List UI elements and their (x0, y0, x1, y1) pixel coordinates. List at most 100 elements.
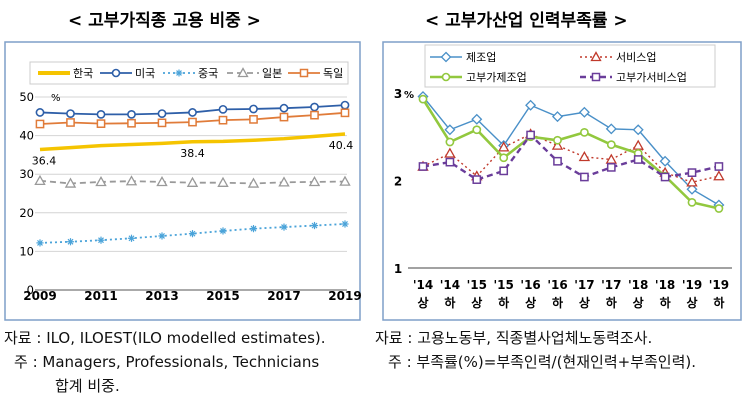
left-y-tick-label: 20 (19, 206, 34, 220)
right-y-unit-label: % (404, 90, 414, 101)
left-data-point (96, 109, 106, 119)
right-data-point (526, 130, 535, 140)
left-legend-label: 독일 (323, 66, 343, 80)
right-data-point (686, 183, 698, 195)
left-footnote-2: 합계 비중. (55, 377, 120, 395)
left-data-point (310, 110, 319, 120)
left-series-line (39, 132, 346, 152)
left-legend-marker (111, 68, 121, 78)
right-data-point (499, 153, 509, 163)
right-x-tick-year: '17 (601, 278, 621, 292)
left-data-point (157, 109, 167, 118)
left-data-point (217, 176, 229, 187)
left-data-point (249, 225, 258, 233)
right-data-point (472, 125, 482, 135)
right-footnote: 주 : 부족률(%)=부족인력/(현재인력+부족인력). (388, 353, 697, 371)
right-data-point (445, 137, 455, 147)
right-x-tick-year: '17 (574, 278, 594, 292)
right-data-point (444, 124, 456, 136)
left-data-point (35, 119, 45, 129)
right-data-point (471, 113, 483, 125)
right-x-tick-year: '14 (413, 278, 433, 292)
left-legend-marker (299, 68, 309, 78)
left-legend-label: 중국 (198, 67, 218, 80)
right-legend-marker (440, 51, 452, 63)
right-data-point (578, 106, 590, 118)
right-series-line (421, 98, 720, 210)
left-data-point (188, 108, 197, 117)
left-footnote-1: 주 : Managers, Professionals, Technicians (14, 353, 320, 371)
right-x-tick-half: 상 (525, 295, 536, 310)
right-x-tick-year: '18 (655, 278, 675, 292)
left-data-point (66, 118, 75, 127)
right-data-point (499, 166, 509, 176)
right-data-point (605, 123, 617, 135)
right-data-point (633, 155, 643, 164)
right-x-tick-half: 상 (686, 295, 697, 310)
right-legend-marker (441, 72, 451, 82)
left-data-point (186, 176, 199, 187)
left-data-point (249, 104, 258, 114)
right-data-point (606, 140, 616, 150)
left-data-point (158, 232, 166, 240)
left-data-point (156, 175, 168, 187)
left-legend-label: 한국 (73, 67, 93, 80)
left-data-point (310, 102, 319, 112)
left-data-point (278, 176, 290, 187)
left-data-point (340, 100, 350, 110)
right-x-tick-half: 상 (471, 295, 482, 310)
right-legend-marker (591, 72, 601, 82)
right-x-tick-year: '19 (709, 278, 729, 292)
right-y-tick-label: 1 (394, 262, 402, 276)
left-data-point (95, 175, 107, 187)
left-data-point (127, 109, 136, 119)
left-data-point (218, 115, 228, 125)
right-data-point (659, 155, 671, 167)
left-chart-title: < 고부가직종 고용 비중 > (68, 11, 261, 31)
right-data-point (553, 156, 562, 166)
left-data-point (66, 109, 75, 118)
left-data-point (219, 227, 227, 235)
right-x-tick-half: 하 (498, 295, 509, 310)
left-data-label: 40.4 (329, 139, 354, 152)
right-legend-label: 서비스업 (616, 51, 656, 64)
left-data-point (247, 177, 260, 188)
right-data-point (551, 111, 564, 123)
left-chart-frame (4, 41, 361, 321)
left-x-tick-label: 2011 (84, 289, 117, 303)
right-x-tick-year: '19 (682, 278, 702, 292)
right-data-point (444, 147, 456, 158)
left-y-unit-label: % (51, 93, 61, 104)
left-data-point (280, 223, 288, 231)
right-data-point (660, 172, 670, 182)
right-legend-marker (590, 51, 602, 62)
left-x-tick-label: 2019 (328, 289, 361, 303)
left-data-label: 38.4 (180, 147, 205, 160)
right-x-tick-year: '15 (494, 278, 514, 292)
left-data-point (35, 108, 45, 117)
left-data-point (310, 221, 319, 230)
left-data-point (96, 119, 106, 128)
right-x-tick-half: 상 (633, 295, 644, 310)
left-data-point (97, 236, 105, 244)
left-data-point (279, 112, 289, 122)
right-chart-frame (382, 41, 742, 321)
left-legend-marker (175, 69, 183, 77)
right-legend-label: 고부가서비스업 (616, 71, 687, 84)
right-data-point (714, 162, 724, 171)
right-x-tick-half: 하 (713, 295, 724, 310)
right-data-point (580, 172, 589, 182)
left-legend-label: 미국 (135, 67, 155, 80)
left-data-point (36, 239, 44, 247)
right-data-point (606, 163, 616, 172)
left-y-tick-label: 30 (19, 167, 34, 181)
left-y-tick-label: 0 (27, 283, 34, 297)
left-data-point (125, 175, 138, 186)
right-data-point (713, 170, 725, 181)
left-legend-label: 일본 (262, 66, 282, 80)
left-y-tick-label: 10 (19, 244, 34, 258)
right-series-line (422, 96, 720, 206)
right-data-point (551, 139, 564, 150)
right-data-point (418, 94, 428, 104)
